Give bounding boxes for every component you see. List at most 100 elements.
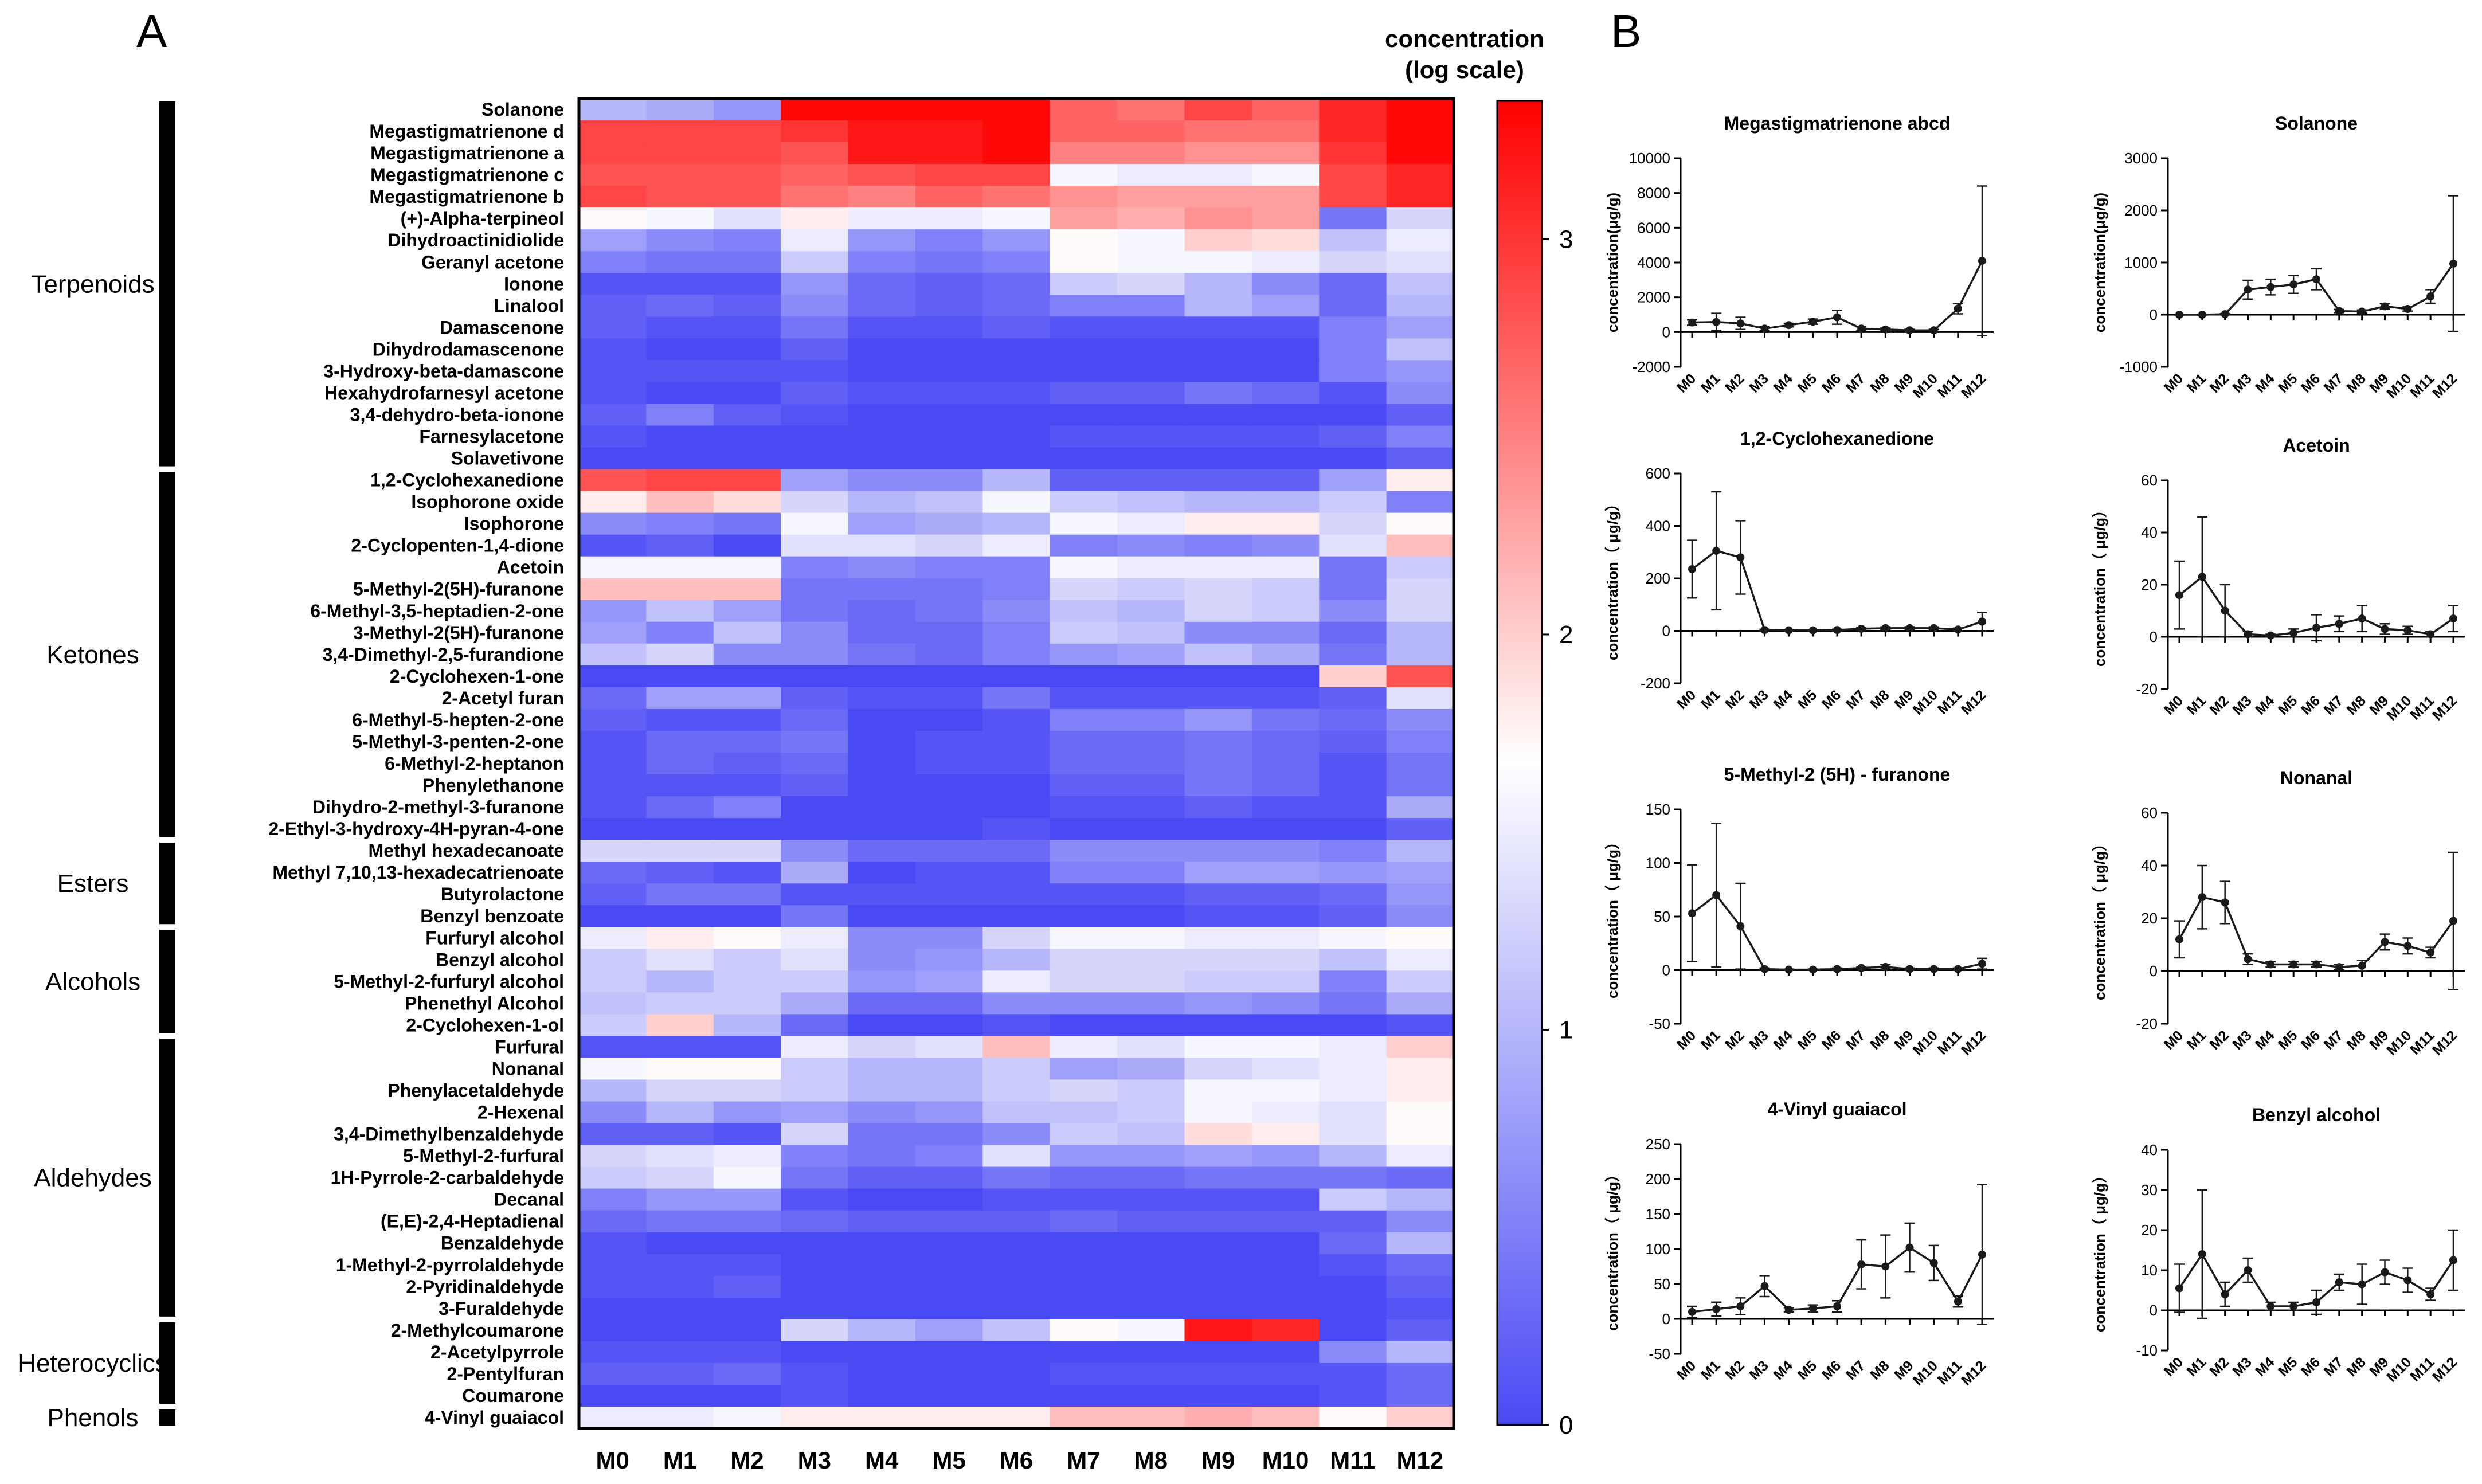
- heatmap-cell: [1050, 643, 1118, 666]
- heatmap-cell: [982, 316, 1051, 339]
- heatmap-cell: [646, 1254, 714, 1277]
- data-point: [1905, 965, 1914, 973]
- plot-y-tick-label: 60: [2141, 472, 2158, 489]
- plot-y-tick-label: 50: [1654, 1275, 1670, 1293]
- heatmap-cell: [915, 1341, 984, 1364]
- heatmap-cell: [982, 992, 1051, 1015]
- heatmap-cell: [1117, 251, 1185, 274]
- series-line: [1691, 550, 1983, 632]
- heatmap-cell: [579, 970, 647, 993]
- heatmap-row-label: 3-Furaldehyde: [439, 1298, 564, 1319]
- heatmap-cell: [781, 1384, 849, 1407]
- plot-y-tick-label: 8000: [1637, 185, 1670, 202]
- heatmap-cell: [1117, 1014, 1185, 1037]
- plot-x-tick-label: M5: [2275, 692, 2300, 718]
- heatmap-cell: [781, 1275, 849, 1298]
- heatmap-cell: [713, 1254, 781, 1277]
- heatmap-cell: [1251, 992, 1320, 1015]
- heatmap-cell: [713, 818, 781, 840]
- heatmap-row-label: Megastigmatrienone a: [370, 143, 564, 163]
- data-point: [1954, 304, 1962, 313]
- heatmap-cell: [1251, 578, 1320, 601]
- data-point: [1905, 624, 1914, 632]
- heatmap-cell: [781, 708, 849, 731]
- heatmap-cell: [848, 578, 916, 601]
- plot-x-tick-label: M12: [1958, 687, 1989, 718]
- data-point: [2221, 310, 2229, 319]
- heatmap-cell: [781, 1101, 849, 1124]
- heatmap-cell: [848, 295, 916, 318]
- plot-x-tick-label: M12: [2429, 1354, 2460, 1385]
- heatmap-cell: [646, 534, 714, 557]
- group-label: Heterocyclics: [18, 1349, 168, 1377]
- heatmap-cell: [848, 1036, 916, 1059]
- data-point: [1857, 1260, 1866, 1268]
- heatmap-cell: [781, 578, 849, 601]
- heatmap-cell: [781, 1406, 849, 1429]
- plot-x-tick-label: M5: [1795, 1027, 1820, 1052]
- heatmap-cell: [848, 1362, 916, 1385]
- heatmap-cell: [781, 404, 849, 426]
- heatmap-cell: [915, 512, 984, 535]
- heatmap-cell: [915, 1384, 984, 1407]
- plot-x-tick-label: M6: [1819, 1357, 1844, 1383]
- heatmap-cell: [713, 1232, 781, 1255]
- heatmap-cell: [1050, 1036, 1118, 1059]
- heatmap-cell: [1251, 862, 1320, 884]
- heatmap-cell: [1251, 643, 1320, 666]
- heatmap-row-label: Geranyl acetone: [421, 252, 564, 272]
- heatmap-cell: [713, 905, 781, 928]
- heatmap-cell: [915, 1406, 984, 1429]
- plot-y-tick-label: 3000: [2124, 150, 2158, 167]
- heatmap-cell: [848, 1014, 916, 1037]
- heatmap-row-label: Phenylacetaldehyde: [387, 1080, 564, 1101]
- heatmap-cell: [1251, 1210, 1320, 1233]
- heatmap-cell: [915, 534, 984, 557]
- heatmap-cell: [982, 1058, 1051, 1080]
- heatmap-cell: [1117, 273, 1185, 296]
- heatmap-cell: [1050, 512, 1118, 535]
- heatmap-cell: [1117, 1297, 1185, 1320]
- heatmap-cell: [1319, 1058, 1387, 1080]
- heatmap-cell: [646, 862, 714, 884]
- heatmap-cell: [646, 556, 714, 579]
- heatmap-cell: [1319, 1079, 1387, 1102]
- heatmap-cell: [1184, 186, 1252, 208]
- heatmap-cell: [1050, 1014, 1118, 1037]
- heatmap-cell: [982, 360, 1051, 383]
- heatmap-cell: [1319, 1275, 1387, 1298]
- heatmap-cell: [1050, 578, 1118, 601]
- heatmap-row-label: 2-Cyclohexen-1-one: [390, 666, 564, 687]
- plot-title: 4-Vinyl guaiacol: [1767, 1099, 1906, 1119]
- heatmap-cell: [1251, 927, 1320, 950]
- heatmap-cell: [579, 949, 647, 972]
- plot-y-axis-label: concentration（ μg/g）: [1604, 835, 1621, 999]
- heatmap-row-label: 5-Methyl-2-furfuryl alcohol: [334, 971, 564, 992]
- heatmap-cell: [1386, 992, 1454, 1015]
- heatmap-cell: [1184, 99, 1252, 121]
- heatmap-cell: [982, 186, 1051, 208]
- heatmap-row-label: Ionone: [504, 273, 564, 294]
- heatmap-cell: [1251, 1145, 1320, 1168]
- heatmap-cell: [848, 600, 916, 622]
- heatmap-cell: [1251, 425, 1320, 448]
- heatmap-cell: [1117, 1145, 1185, 1168]
- heatmap-cell: [781, 469, 849, 492]
- heatmap-cell: [579, 207, 647, 230]
- heatmap-row-label: 6-Methyl-3,5-heptadien-2-one: [310, 601, 564, 621]
- heatmap-cell: [646, 949, 714, 972]
- heatmap-row-label: 2-Cyclohexen-1-ol: [406, 1015, 564, 1035]
- group-label: Aldehydes: [34, 1164, 151, 1192]
- heatmap-cell: [646, 1145, 714, 1168]
- data-point: [1857, 964, 1866, 972]
- data-point: [2381, 1268, 2389, 1277]
- heatmap-cell: [579, 1036, 647, 1059]
- heatmap-cell: [1251, 1362, 1320, 1385]
- heatmap-cell: [1184, 970, 1252, 993]
- heatmap-cell: [848, 992, 916, 1015]
- data-point: [2221, 1290, 2229, 1298]
- heatmap-cell: [646, 621, 714, 644]
- heatmap-cell: [646, 186, 714, 208]
- heatmap-row-label: Benzyl benzoate: [420, 906, 564, 926]
- heatmap-cell: [646, 883, 714, 906]
